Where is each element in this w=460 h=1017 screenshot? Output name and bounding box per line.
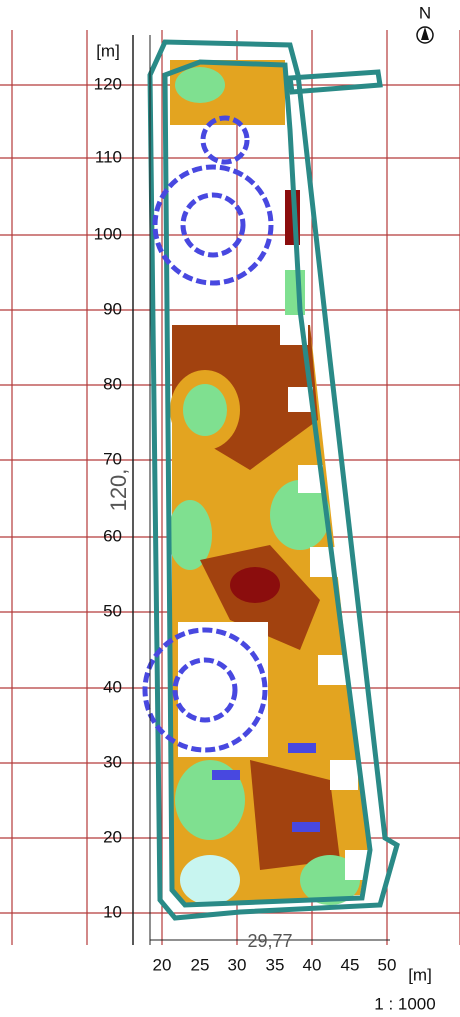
- x-label: 45: [341, 955, 360, 974]
- width-dimension: 29,77: [247, 931, 292, 951]
- north-label: N: [419, 3, 431, 22]
- y-label: 10: [103, 902, 122, 921]
- y-label: 120: [94, 74, 122, 93]
- y-unit: [m]: [96, 41, 120, 60]
- north-arrow: [421, 27, 429, 40]
- x-label: 50: [378, 955, 397, 974]
- x-unit: [m]: [408, 965, 432, 984]
- x-label: 35: [266, 955, 285, 974]
- y-label: 70: [103, 449, 122, 468]
- x-label: 25: [191, 955, 210, 974]
- height-dimension: 120,: [106, 469, 131, 512]
- y-label: 100: [94, 224, 122, 243]
- y-label: 90: [103, 299, 122, 318]
- illuminance-map: [168, 60, 370, 905]
- scale: 1 : 1000: [374, 994, 435, 1013]
- y-label: 40: [103, 677, 122, 696]
- y-label: 80: [103, 374, 122, 393]
- y-label: 50: [103, 601, 122, 620]
- x-label: 40: [303, 955, 322, 974]
- y-label: 20: [103, 827, 122, 846]
- x-label: 20: [153, 955, 172, 974]
- lighting-plan: 120, 29,77 [m] 120 110 100 90 80 70 60 5…: [0, 0, 460, 1017]
- y-label: 30: [103, 752, 122, 771]
- y-label: 110: [95, 147, 122, 166]
- y-label: 60: [103, 526, 122, 545]
- x-label: 30: [228, 955, 247, 974]
